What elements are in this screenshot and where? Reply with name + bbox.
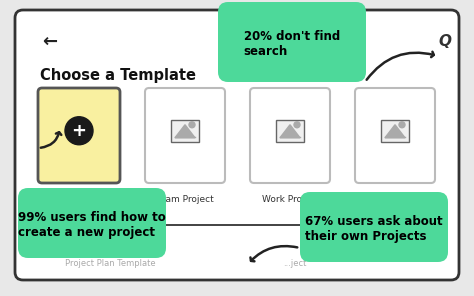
Polygon shape: [385, 125, 405, 138]
Text: Blank: Blank: [66, 195, 91, 204]
Circle shape: [189, 122, 195, 128]
FancyBboxPatch shape: [250, 88, 330, 183]
FancyBboxPatch shape: [38, 88, 120, 183]
FancyBboxPatch shape: [300, 192, 448, 262]
Text: Team Project: Team Project: [156, 195, 214, 204]
Text: 99% users find how to
create a new project: 99% users find how to create a new proje…: [18, 211, 166, 239]
FancyBboxPatch shape: [15, 10, 459, 280]
Text: 67% users ask about
their own Projects: 67% users ask about their own Projects: [305, 215, 443, 243]
Circle shape: [65, 117, 93, 145]
Text: +: +: [72, 122, 86, 140]
Text: Project Plan: Project Plan: [368, 195, 422, 204]
Text: ...ject: ...ject: [283, 260, 307, 268]
Text: 20% don't find
search: 20% don't find search: [244, 30, 340, 58]
Text: Q: Q: [438, 35, 452, 49]
Circle shape: [294, 122, 300, 128]
Circle shape: [399, 122, 405, 128]
Polygon shape: [175, 125, 195, 138]
FancyBboxPatch shape: [171, 120, 199, 142]
Text: Work Project: Work Project: [262, 195, 319, 204]
FancyBboxPatch shape: [18, 188, 166, 258]
FancyBboxPatch shape: [145, 88, 225, 183]
FancyBboxPatch shape: [276, 120, 304, 142]
FancyBboxPatch shape: [218, 2, 366, 82]
Text: Project Plan Template: Project Plan Template: [64, 260, 155, 268]
FancyBboxPatch shape: [355, 88, 435, 183]
Polygon shape: [280, 125, 300, 138]
FancyBboxPatch shape: [381, 120, 409, 142]
Text: Choose a Template: Choose a Template: [40, 68, 196, 83]
Text: ←: ←: [43, 33, 57, 51]
